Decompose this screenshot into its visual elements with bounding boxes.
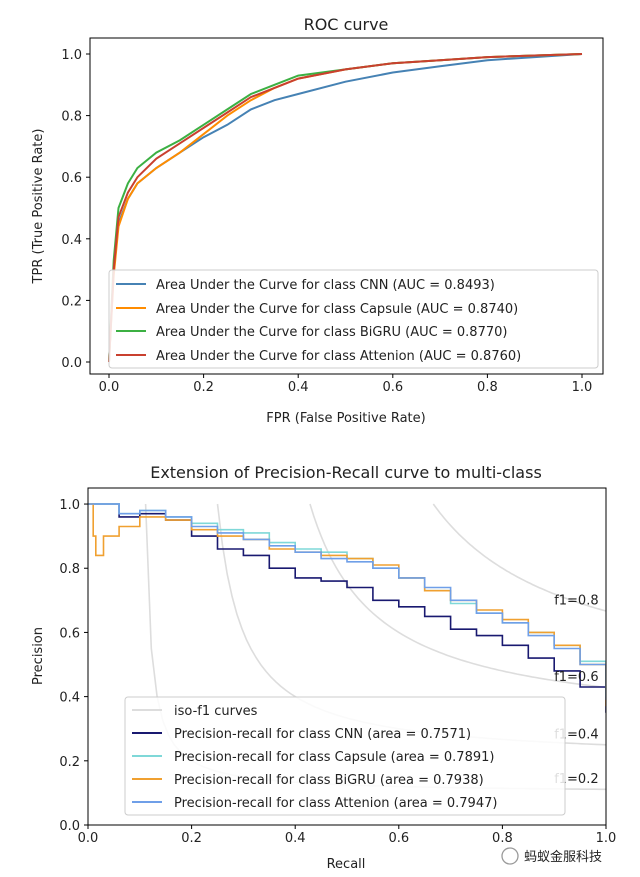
iso-f1-annotation: f1=0.8 <box>554 594 598 609</box>
watermark: 蚂蚁金服科技 <box>501 847 602 865</box>
roc-x-axis-label: FPR (False Positive Rate) <box>266 411 425 426</box>
pr-legend-label: iso-f1 curves <box>174 704 258 719</box>
pr-legend-label: Precision-recall for class BiGRU (area =… <box>174 773 484 788</box>
pr-ytick-label: 0.0 <box>59 819 80 834</box>
pr-legend-box <box>124 696 566 816</box>
pr-legend-label: Precision-recall for class Attenion (are… <box>174 796 497 811</box>
roc-y-ticks: 0.0 0.2 0.4 0.6 0.8 1.0 <box>61 48 82 371</box>
roc-xtick-label: 0.8 <box>477 380 498 395</box>
roc-xtick-label: 0.4 <box>288 380 309 395</box>
pr-legend-label: Precision-recall for class CNN (area = 0… <box>174 727 471 742</box>
pr-series-line <box>88 503 606 697</box>
pr-ytick-label: 0.4 <box>59 691 80 706</box>
iso-f1-curve <box>309 503 606 689</box>
pr-legend: iso-f1 curves Precision-recall for class… <box>124 696 566 816</box>
pr-series-line <box>88 503 606 713</box>
pr-y-ticks: 0.0 0.2 0.4 0.6 0.8 1.0 <box>59 498 80 834</box>
roc-y-axis-label: TPR (True Positive Rate) <box>31 129 46 285</box>
roc-legend-label: Area Under the Curve for class BiGRU (AU… <box>156 325 507 340</box>
pr-x-axis-label: Recall <box>327 857 366 872</box>
pr-legend-label: Precision-recall for class Capsule (area… <box>174 750 494 765</box>
roc-series-group <box>108 53 583 363</box>
roc-legend-label: Area Under the Curve for class Attenion … <box>156 349 521 364</box>
roc-ytick-label: 0.4 <box>61 233 82 248</box>
roc-legend: Area Under the Curve for class CNN (AUC … <box>108 269 599 369</box>
iso-f1-curve <box>432 503 606 612</box>
pr-y-axis-label: Precision <box>31 627 46 685</box>
pr-ytick-label: 0.2 <box>59 755 80 770</box>
pr-series-group <box>88 503 606 713</box>
pr-ytick-label: 0.8 <box>59 562 80 577</box>
roc-ytick-label: 0.0 <box>61 356 82 371</box>
pr-title: Extension of Precision-Recall curve to m… <box>150 463 542 482</box>
roc-legend-label: Area Under the Curve for class Capsule (… <box>156 302 518 317</box>
pr-xtick-label: 0.8 <box>492 831 513 846</box>
pr-ytick-label: 1.0 <box>59 498 80 513</box>
roc-title: ROC curve <box>304 15 389 34</box>
pr-series-line <box>88 503 606 700</box>
pr-xtick-label: 1.0 <box>596 831 617 846</box>
roc-xtick-label: 0.2 <box>193 380 214 395</box>
pr-x-ticks: 0.0 0.2 0.4 0.6 0.8 1.0 <box>78 831 617 846</box>
pr-xtick-label: 0.6 <box>388 831 409 846</box>
pr-plot-frame <box>87 487 607 826</box>
roc-xtick-label: 0.0 <box>99 380 120 395</box>
roc-ytick-label: 0.2 <box>61 294 82 309</box>
roc-series-line <box>108 53 583 363</box>
pr-ytick-label: 0.6 <box>59 626 80 641</box>
roc-plot-frame <box>89 37 604 375</box>
roc-ytick-label: 0.6 <box>61 171 82 186</box>
wechat-icon <box>501 847 519 865</box>
roc-ytick-label: 1.0 <box>61 48 82 63</box>
roc-ytick-label: 0.8 <box>61 110 82 125</box>
pr-chart: Extension of Precision-Recall curve to m… <box>31 463 616 872</box>
watermark-text: 蚂蚁金服科技 <box>524 849 602 865</box>
roc-x-ticks: 0.0 0.2 0.4 0.6 0.8 1.0 <box>99 380 593 395</box>
roc-xtick-label: 0.6 <box>382 380 403 395</box>
pr-xtick-label: 0.2 <box>181 831 202 846</box>
roc-legend-label: Area Under the Curve for class CNN (AUC … <box>156 278 495 293</box>
iso-f1-annotation: f1=0.6 <box>554 670 598 685</box>
pr-xtick-label: 0.0 <box>78 831 99 846</box>
roc-legend-box <box>108 269 599 369</box>
roc-xtick-label: 1.0 <box>572 380 593 395</box>
pr-xtick-label: 0.4 <box>285 831 306 846</box>
roc-chart: ROC curve 0.0 0.2 0.4 0.6 0.8 1.0 0.0 0.… <box>31 15 604 426</box>
